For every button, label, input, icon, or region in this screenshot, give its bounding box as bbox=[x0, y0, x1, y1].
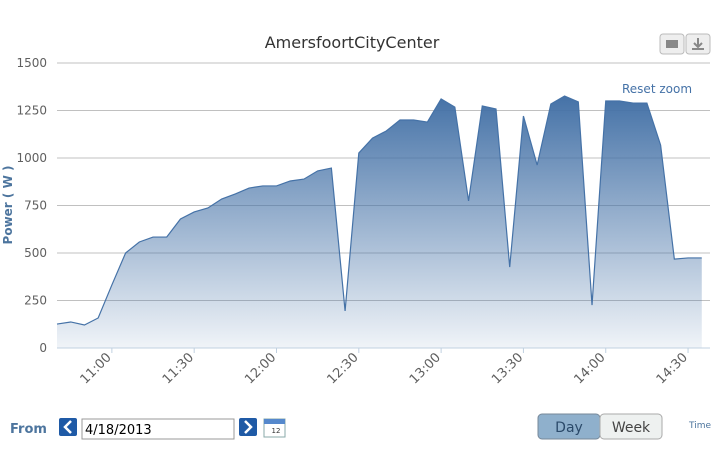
area-fill bbox=[57, 96, 702, 348]
y-tick-label: 0 bbox=[39, 341, 47, 355]
date-input[interactable] bbox=[81, 418, 235, 440]
print-button[interactable] bbox=[659, 33, 685, 55]
next-button[interactable] bbox=[239, 418, 257, 436]
reset-zoom[interactable]: Reset zoom bbox=[622, 82, 692, 96]
x-tick-label: 13:00 bbox=[407, 350, 444, 387]
x-tick-label: 11:30 bbox=[160, 350, 197, 387]
x-tick-label: 13:30 bbox=[489, 350, 526, 387]
y-tick-label: 1500 bbox=[16, 56, 47, 70]
x-tick-label: 14:30 bbox=[654, 350, 691, 387]
y-tick-label: 1000 bbox=[16, 151, 47, 165]
x-axis-title: Time bbox=[688, 421, 711, 431]
day-button[interactable]: Day bbox=[537, 413, 601, 440]
week-button[interactable]: Week bbox=[599, 413, 663, 440]
x-tick-label: 11:00 bbox=[78, 350, 115, 387]
date-value: 4/18/2013 bbox=[85, 423, 152, 438]
y-tick-label: 500 bbox=[24, 246, 47, 260]
from-label: From bbox=[10, 422, 47, 437]
chart-title: AmersfoortCityCenter bbox=[265, 33, 440, 52]
calendar-day: 12 bbox=[272, 427, 281, 435]
y-tick-label: 250 bbox=[24, 294, 47, 308]
calendar-button[interactable]: 12 bbox=[263, 418, 286, 438]
plot: 0 250 500 750 1000 1250 1500 11:00 11:30 12:00 12:… bbox=[16, 56, 710, 387]
week-label: Week bbox=[612, 420, 651, 436]
prev-button[interactable] bbox=[59, 418, 77, 436]
area-line bbox=[56, 95, 702, 326]
y-tick-label: 1250 bbox=[16, 104, 47, 118]
x-tick-label: 12:30 bbox=[325, 350, 362, 387]
x-tick-label: 12:00 bbox=[242, 350, 279, 387]
day-label: Day bbox=[555, 420, 583, 436]
y-tick-label: 750 bbox=[24, 199, 47, 213]
export-button[interactable] bbox=[685, 33, 711, 55]
y-axis-title: Power ( W ) bbox=[1, 166, 15, 245]
x-tick-label: 14:00 bbox=[571, 350, 608, 387]
